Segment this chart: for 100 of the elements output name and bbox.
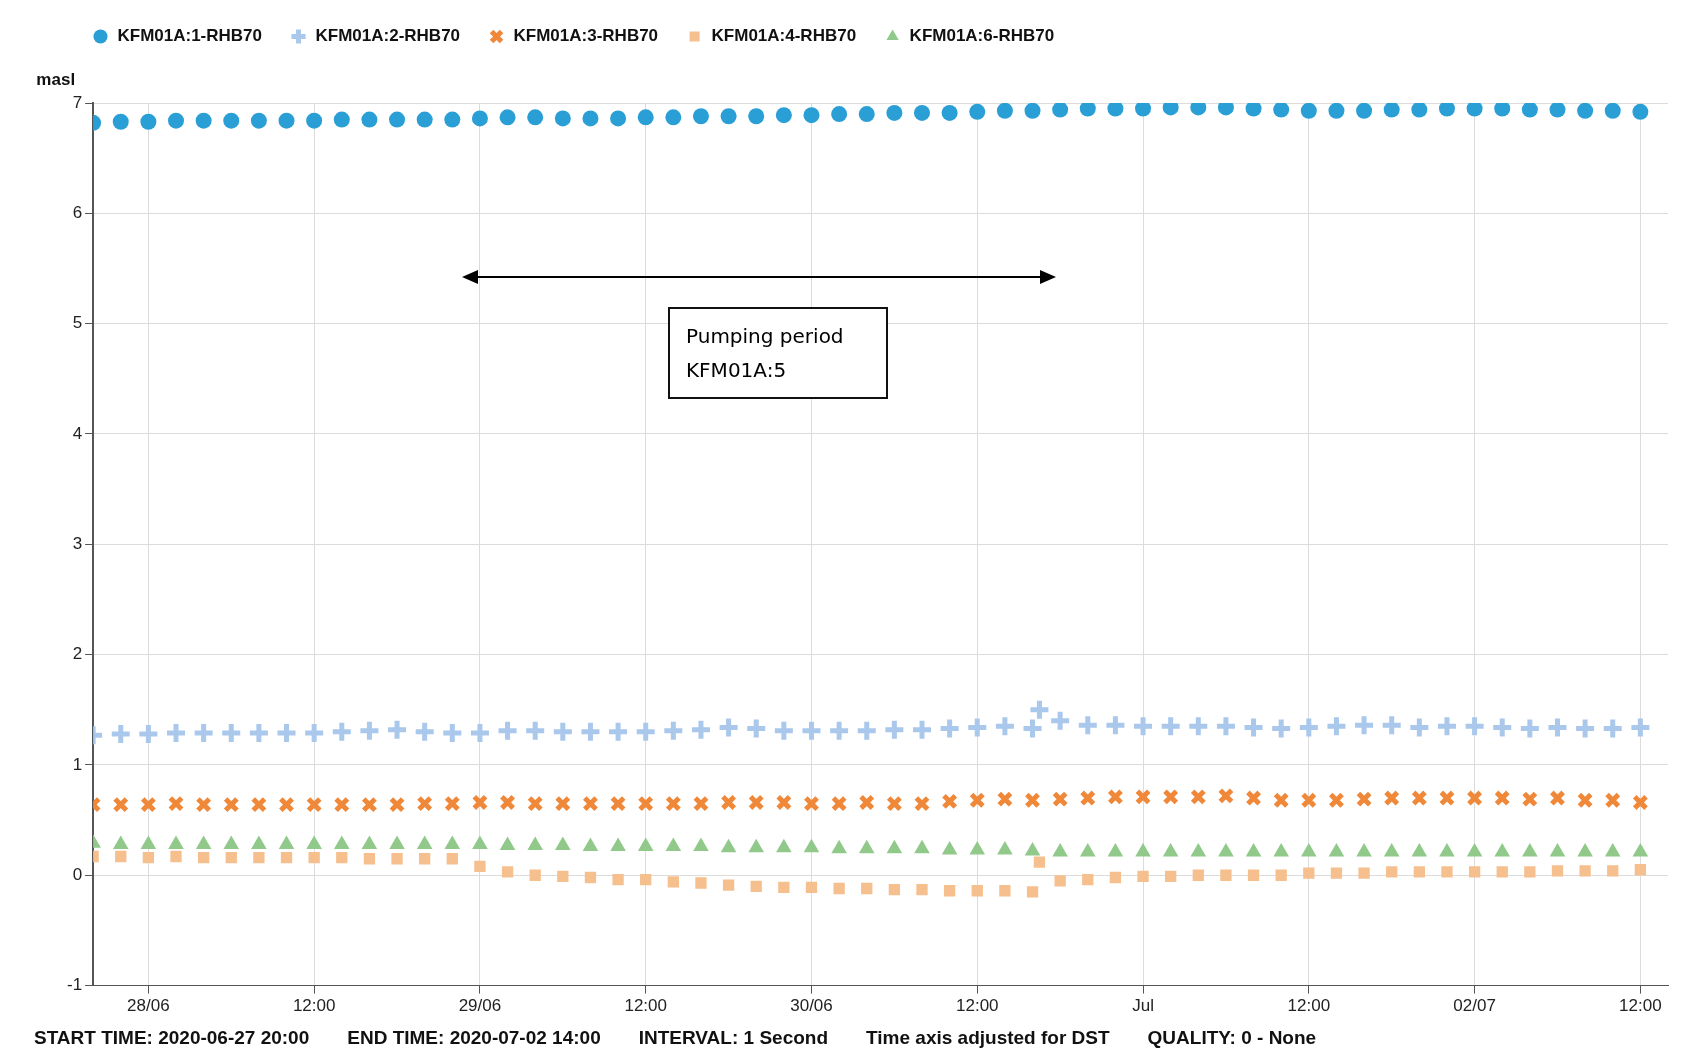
point: [308, 851, 320, 864]
x-tick-label: 12:00: [955, 996, 999, 1016]
point: [416, 835, 433, 849]
point: [225, 851, 237, 864]
point: [168, 112, 184, 129]
point: [280, 851, 293, 864]
point: [717, 715, 741, 739]
point: [748, 108, 765, 125]
point: [140, 113, 157, 130]
point: [1079, 103, 1096, 117]
point: [803, 838, 820, 853]
point: [1577, 843, 1593, 857]
point: [695, 877, 707, 889]
point: [391, 853, 403, 865]
point: [1165, 870, 1177, 883]
point: [501, 866, 514, 878]
point: [665, 837, 682, 852]
point: [775, 107, 792, 124]
point: [1521, 103, 1538, 118]
legend-label: KFM01A:2-RHB70: [315, 26, 461, 46]
point: [142, 851, 155, 864]
point: [1328, 843, 1345, 857]
point: [115, 850, 127, 863]
point: [584, 871, 597, 884]
point: [109, 722, 133, 746]
point: [1297, 715, 1321, 739]
point: [965, 715, 989, 739]
y-tick-label: 5: [72, 313, 83, 333]
point: [1269, 717, 1293, 741]
point: [1383, 103, 1400, 118]
point: [1214, 714, 1238, 738]
point: [471, 110, 488, 127]
point: [831, 839, 847, 854]
y-axis-title: masl: [36, 70, 76, 90]
point: [610, 837, 626, 852]
point: [772, 719, 796, 743]
point: [1549, 843, 1566, 857]
point: [419, 853, 431, 865]
point: [361, 796, 378, 813]
point: [1079, 789, 1096, 807]
x-tick-label: Jul: [1132, 996, 1154, 1016]
point: [943, 885, 956, 897]
point: [444, 835, 461, 849]
point: [250, 112, 267, 129]
point: [278, 835, 295, 849]
text: QUALITY: 0 - None: [1147, 1027, 1317, 1048]
point: [1494, 103, 1511, 117]
text: Time axis adjusted for DST: [866, 1027, 1110, 1048]
point: [1573, 717, 1597, 741]
point: [219, 721, 243, 745]
point: [554, 795, 571, 812]
point: [969, 840, 986, 855]
point: [1545, 715, 1569, 739]
point: [1328, 792, 1345, 809]
point: [1439, 843, 1455, 857]
point: [529, 869, 541, 881]
point: [1521, 790, 1539, 808]
point: [357, 719, 381, 743]
point: [557, 870, 569, 883]
text: START TIME: 2020-06-27 20:00: [34, 1027, 310, 1048]
legend-label: KFM01A:1-RHB70: [117, 26, 263, 46]
point: [1358, 867, 1370, 879]
point: [1383, 789, 1400, 807]
point: [855, 719, 879, 743]
point: [192, 721, 216, 745]
point: [555, 836, 571, 850]
point: [1217, 787, 1235, 804]
point: [1549, 789, 1566, 807]
x-tick-label: 02/07: [1453, 996, 1496, 1016]
point: [720, 794, 737, 811]
point: [1135, 843, 1151, 857]
point: [637, 109, 654, 126]
point: [578, 720, 602, 744]
point: [164, 721, 188, 745]
point: [333, 111, 350, 128]
point: [1076, 713, 1100, 737]
point: [440, 721, 464, 745]
point: [1024, 792, 1041, 809]
point: [416, 795, 433, 812]
point: [689, 718, 713, 742]
point: [1551, 865, 1564, 877]
point: [1601, 717, 1625, 741]
point: [499, 794, 516, 811]
point: [1131, 714, 1155, 738]
text: INTERVAL: 1 Second: [638, 1027, 829, 1048]
point: [361, 111, 378, 128]
point: [140, 796, 157, 813]
point: [1632, 794, 1649, 811]
point: [913, 795, 931, 812]
point: [1411, 789, 1428, 807]
point: [197, 851, 210, 864]
point: [333, 796, 350, 813]
point: [278, 796, 295, 813]
point: [748, 794, 765, 811]
point: [1033, 856, 1046, 868]
point: [858, 106, 875, 123]
point: [861, 882, 873, 895]
point: [1103, 713, 1127, 737]
point: [1386, 866, 1398, 878]
point: [385, 718, 409, 742]
